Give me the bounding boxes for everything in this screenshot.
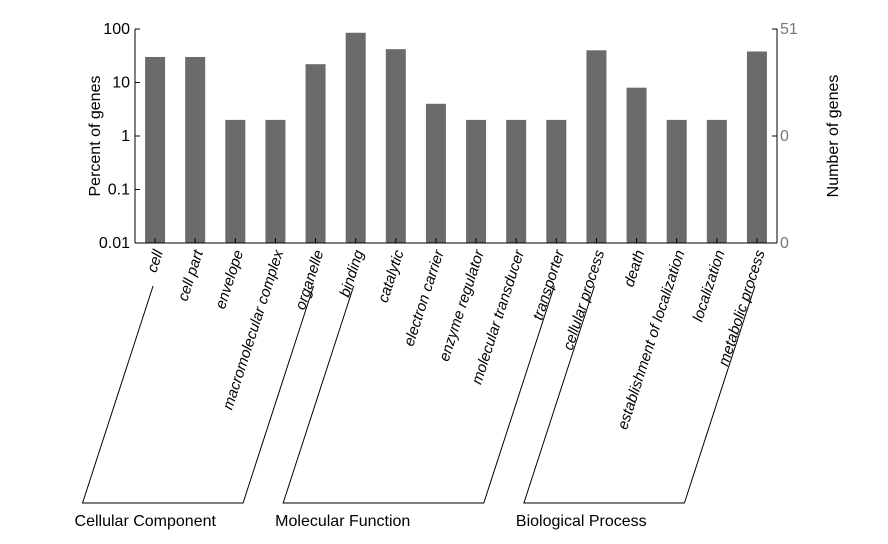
bar-enzyme-regulator <box>466 119 487 243</box>
bar-transporter <box>546 119 567 243</box>
category-label-cell: cell <box>144 247 167 274</box>
group-label-cellular-component: Cellular Component <box>75 513 217 530</box>
y-tick-label: 10 <box>112 75 130 92</box>
category-label-envelope: envelope <box>212 248 247 311</box>
category-label-cellular-process: cellular process <box>560 248 609 353</box>
bar-cell <box>145 56 166 243</box>
bar-cellular-process <box>586 50 607 243</box>
y-axis-title: Percent of genes <box>87 76 104 197</box>
category-label-localization: localization <box>690 248 729 324</box>
group-bracket-molecular-function <box>282 285 555 504</box>
left-axis-ticks: 0.01 0.1 1 10 100 <box>99 21 140 252</box>
y-tick-label: 0.01 <box>99 235 130 252</box>
group-label-molecular-function: Molecular Function <box>275 513 410 530</box>
category-label-cell-part: cell part <box>175 247 208 303</box>
group-label-biological-process: Biological Process <box>516 513 647 530</box>
bar-organelle <box>305 64 326 243</box>
category-label-transporter: transporter <box>530 247 569 322</box>
group-bracket-cellular-component <box>81 285 315 504</box>
group-bracket-biological-process <box>523 285 756 504</box>
y-tick-label: 1 <box>121 128 130 145</box>
y2-axis-title: Number of genes <box>825 75 842 198</box>
y2-tick-label: 0 <box>780 235 789 252</box>
category-groups: Cellular Component Molecular Function Biol… <box>75 285 756 530</box>
bar-electron-carrier <box>425 103 446 243</box>
bar-establishment-of-localization <box>666 119 687 243</box>
bar-metabolic-process <box>746 51 767 243</box>
bar-death <box>626 87 647 243</box>
category-label-catalytic: catalytic <box>375 248 408 305</box>
y2-tick-label: 51 <box>780 21 798 38</box>
bar-binding <box>345 32 366 243</box>
y-tick-label: 100 <box>103 21 130 38</box>
bar-localization <box>706 119 727 243</box>
y-tick-label: 0.1 <box>108 182 130 199</box>
bar-envelope <box>225 119 246 243</box>
bar-macromolecular-complex <box>265 119 286 243</box>
bars-layer <box>145 32 767 244</box>
bar-cell-part <box>185 56 206 243</box>
category-label-death: death <box>621 248 649 289</box>
bar-catalytic <box>385 49 406 244</box>
right-axis-ticks: 0 0 51 <box>772 21 798 252</box>
category-label-electron-carrier: electron carrier <box>401 247 448 348</box>
category-label-organelle: organelle <box>292 248 327 312</box>
bar-molecular-transducer <box>506 119 527 243</box>
y2-tick-label: 0 <box>780 128 789 145</box>
